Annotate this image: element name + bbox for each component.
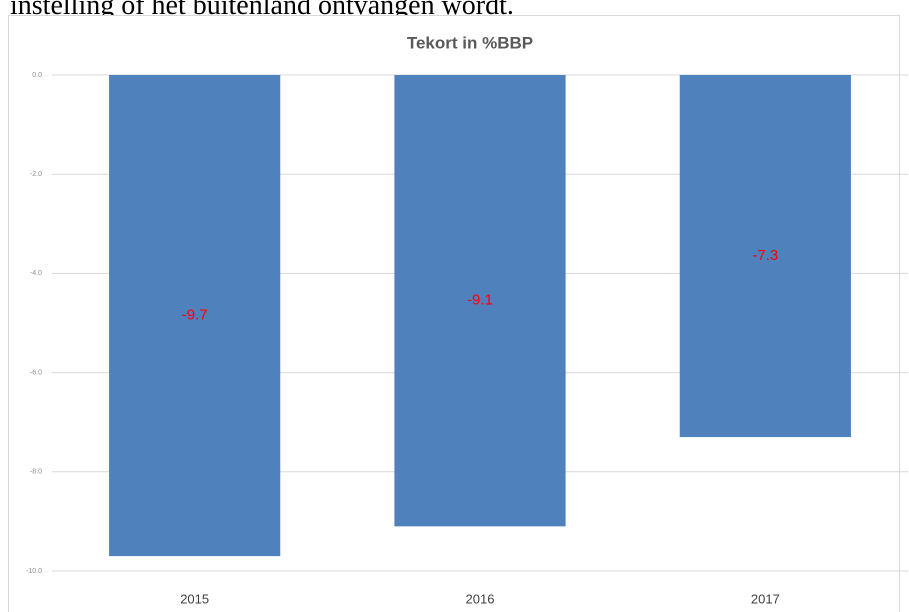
x-tick-label: 2015	[180, 591, 209, 606]
value-label: -7.3	[752, 247, 778, 264]
x-tick-label: 2016	[466, 591, 495, 606]
y-tick-label: -2.0	[30, 171, 42, 178]
y-tick-label: -4.0	[30, 270, 42, 277]
bar	[394, 75, 566, 527]
y-tick-label: 0.0	[32, 72, 42, 79]
y-tick-label: -10.0	[26, 568, 42, 575]
chart-title: Tekort in %BBP	[407, 33, 533, 52]
bar	[109, 75, 281, 557]
value-label: -9.1	[467, 292, 493, 309]
x-tick-label: 2017	[751, 591, 780, 606]
bar	[679, 75, 851, 438]
value-label: -9.7	[182, 307, 208, 324]
y-tick-label: -6.0	[30, 369, 42, 376]
y-tick-label: -8.0	[30, 469, 42, 476]
